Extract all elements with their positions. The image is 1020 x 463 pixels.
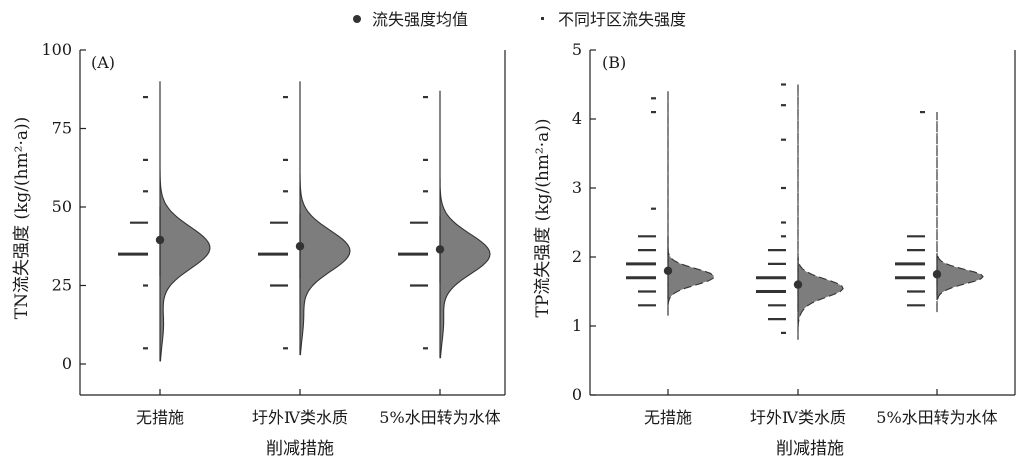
panel-a-ylabel: TN流失强度 (kg/(hm²·a)) — [12, 117, 32, 319]
panel-b: (B) 削减措施 TP流失强度 (kg/(hm²·a)) 0 1 2 3 4 5 无措施 圩外… — [533, 40, 1016, 459]
panel-b-group-2: 圩外Ⅳ类水质 — [750, 83, 846, 427]
mean-marker — [435, 245, 445, 254]
panel-a-y-tick-label: 100 — [41, 40, 72, 59]
legend-mean-marker — [353, 15, 361, 23]
legend-mean-label: 流失强度均值 — [372, 10, 468, 29]
panel-a-y-tick-label: 50 — [52, 197, 72, 216]
x-tick-label: 无措施 — [136, 408, 184, 427]
panel-b-group-3: 5%水田转为水体 — [876, 110, 998, 427]
violin — [299, 81, 351, 356]
violin — [159, 81, 211, 362]
panel-a-y-tick-label: 25 — [52, 276, 72, 295]
panel-b-y-tick-label: 2 — [572, 247, 582, 266]
panel-b-label: (B) — [602, 53, 626, 72]
panel-b-ylabel: TP流失强度 (kg/(hm²·a)) — [533, 118, 553, 317]
x-tick-label: 圩外Ⅳ类水质 — [252, 408, 348, 427]
x-tick-label: 5%水田转为水体 — [379, 408, 500, 427]
panel-b-xlabel: 削减措施 — [776, 439, 844, 459]
legend-point-label: 不同圩区流失强度 — [558, 10, 686, 29]
x-tick-label: 无措施 — [644, 408, 692, 427]
legend-point-marker — [541, 17, 544, 20]
mean-marker — [793, 280, 803, 289]
violin — [797, 84, 844, 340]
panel-a-xlabel: 削减措施 — [266, 439, 334, 459]
mean-marker — [663, 266, 673, 275]
mean-marker — [155, 235, 165, 245]
panel-b-y-tick-label: 0 — [572, 385, 582, 404]
violin — [667, 91, 715, 316]
violin — [439, 90, 491, 359]
panel-a-label: (A) — [91, 53, 115, 72]
x-tick-label: 圩外Ⅳ类水质 — [750, 408, 846, 427]
panel-a-group-3: 5%水田转为水体 — [379, 90, 501, 427]
panel-b-y-tick-label: 1 — [572, 316, 582, 335]
panel-a-y-tick-label: 0 — [62, 354, 72, 373]
panel-a-group-1: 无措施 — [118, 81, 211, 427]
panel-b-y-tick-label: 5 — [572, 40, 582, 59]
x-tick-label: 5%水田转为水体 — [876, 408, 997, 427]
panel-b-y-tick-label: 3 — [572, 178, 582, 197]
panel-a: (A) 削减措施 TN流失强度 (kg/(hm²·a)) 0 25 50 75 100 无… — [12, 40, 506, 459]
panel-b-y-tick-label: 4 — [572, 109, 582, 128]
mean-marker — [295, 242, 305, 251]
panel-a-group-2: 圩外Ⅳ类水质 — [252, 81, 351, 427]
panel-a-y-tick-label: 75 — [52, 119, 72, 138]
mean-marker — [932, 270, 942, 279]
panel-b-group-1: 无措施 — [626, 91, 715, 427]
violin — [936, 112, 984, 313]
legend: 流失强度均值 不同圩区流失强度 — [353, 10, 686, 29]
